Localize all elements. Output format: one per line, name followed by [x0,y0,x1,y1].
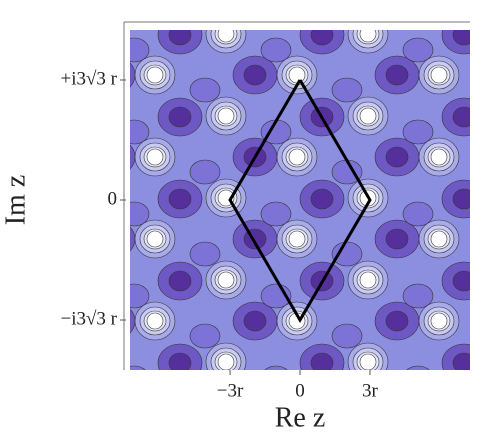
y-tick-label: 0 [108,188,118,209]
x-axis-label: Re z [275,402,326,433]
x-tick-label: −3r [217,380,244,401]
contour-field [130,30,470,370]
y-axis-label: Im z [0,175,31,226]
y-tick-label: −i3√3 r [61,308,118,329]
x-tick-label: 0 [295,380,305,401]
x-tick-label: 3r [362,380,379,401]
y-tick-label: +i3√3 r [61,68,118,89]
unit-cell [228,79,372,323]
